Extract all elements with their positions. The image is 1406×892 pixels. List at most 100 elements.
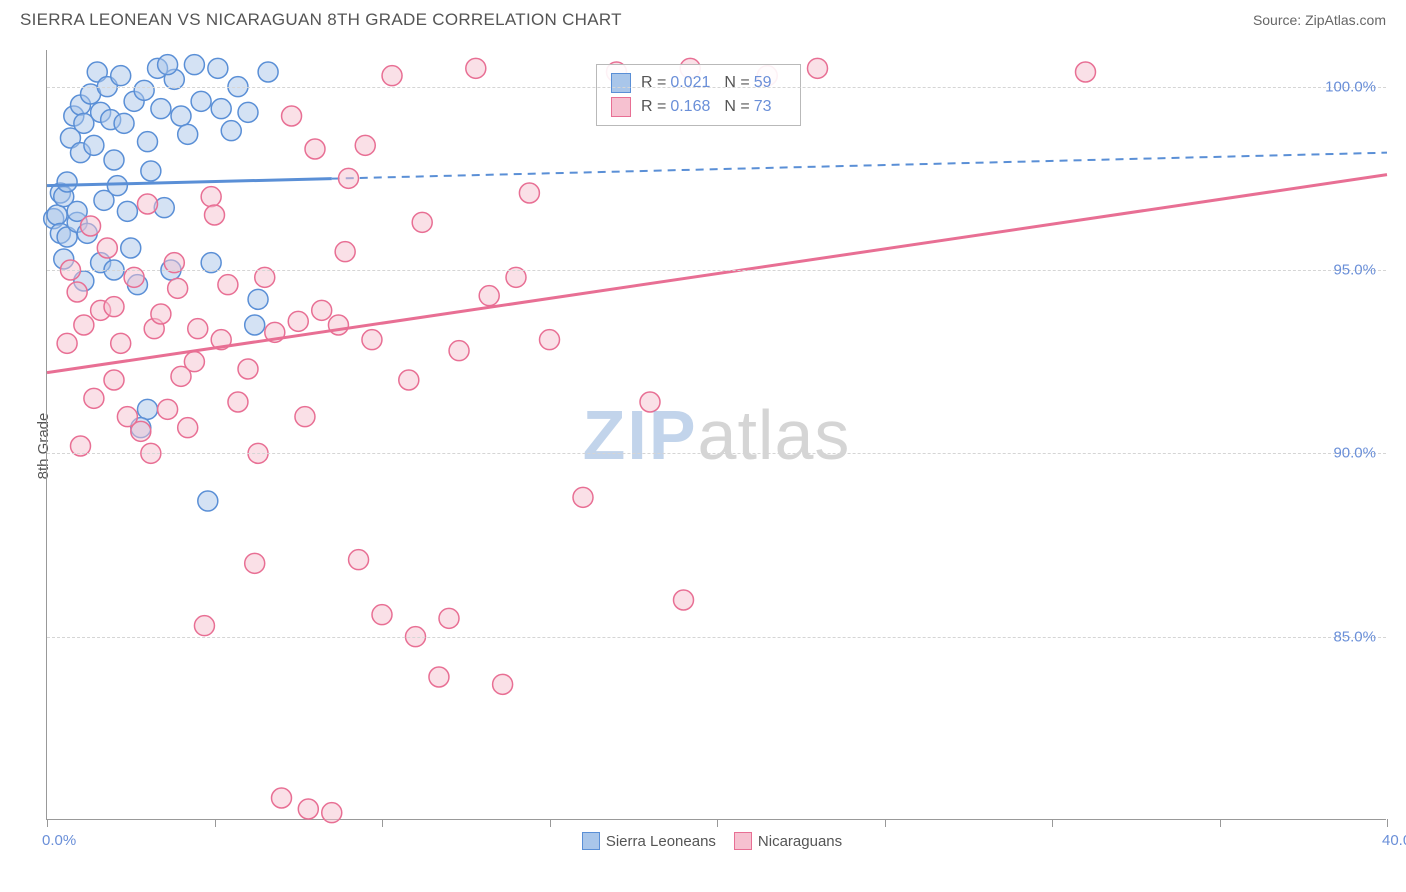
legend-swatch-icon — [611, 73, 631, 93]
scatter-point — [218, 275, 238, 295]
chart-title: SIERRA LEONEAN VS NICARAGUAN 8TH GRADE C… — [20, 10, 622, 30]
r-label: R = — [641, 74, 666, 92]
x-tick — [717, 819, 718, 827]
scatter-point — [238, 359, 258, 379]
scatter-point — [282, 106, 302, 126]
scatter-point — [355, 135, 375, 155]
scatter-point — [188, 319, 208, 339]
scatter-point — [97, 238, 117, 258]
scatter-point — [211, 99, 231, 119]
stats-legend: R =0.021 N = 59 R =0.168 N = 73 — [596, 64, 801, 126]
plot-area: ZIPatlas R =0.021N =59R =0.168N =73 85.0… — [46, 50, 1386, 820]
x-tick — [1387, 819, 1388, 827]
grid-line — [47, 270, 1386, 271]
scatter-point — [248, 289, 268, 309]
x-tick — [215, 819, 216, 827]
r-value: 0.168 — [670, 98, 710, 116]
legend-label: Nicaraguans — [758, 833, 842, 850]
scatter-point — [67, 282, 87, 302]
y-tick-label: 85.0% — [1333, 628, 1376, 645]
scatter-point — [84, 388, 104, 408]
scatter-point — [198, 491, 218, 511]
scatter-point — [205, 205, 225, 225]
scatter-point — [57, 333, 77, 353]
scatter-point — [298, 799, 318, 819]
scatter-point — [245, 553, 265, 573]
n-label: N = — [724, 74, 749, 92]
scatter-point — [412, 212, 432, 232]
scatter-point — [111, 66, 131, 86]
scatter-point — [104, 370, 124, 390]
y-tick-label: 100.0% — [1325, 78, 1376, 95]
x-tick — [1052, 819, 1053, 827]
scatter-point — [171, 106, 191, 126]
scatter-point — [238, 102, 258, 122]
scatter-point — [439, 608, 459, 628]
scatter-point — [640, 392, 660, 412]
r-label: R = — [641, 98, 666, 116]
scatter-point — [479, 286, 499, 306]
scatter-point — [107, 176, 127, 196]
scatter-point — [131, 421, 151, 441]
r-value: 0.021 — [670, 74, 710, 92]
scatter-point — [47, 205, 67, 225]
scatter-point — [335, 242, 355, 262]
scatter-point — [84, 135, 104, 155]
x-tick — [382, 819, 383, 827]
scatter-point — [288, 311, 308, 331]
scatter-point — [540, 330, 560, 350]
scatter-point — [184, 352, 204, 372]
scatter-point — [111, 333, 131, 353]
scatter-point — [312, 300, 332, 320]
x-tick — [1220, 819, 1221, 827]
scatter-point — [138, 399, 158, 419]
stats-row: R =0.168 N = 73 — [611, 95, 786, 119]
scatter-point — [57, 172, 77, 192]
trend-line — [47, 179, 332, 186]
scatter-point — [399, 370, 419, 390]
scatter-point — [138, 194, 158, 214]
scatter-point — [151, 304, 171, 324]
legend-swatch-icon — [611, 97, 631, 117]
scatter-point — [194, 616, 214, 636]
scatter-point — [449, 341, 469, 361]
legend-label: Sierra Leoneans — [606, 833, 716, 850]
x-tick — [47, 819, 48, 827]
scatter-point — [322, 803, 342, 823]
grid-line — [47, 87, 1386, 88]
scatter-point — [178, 124, 198, 144]
scatter-point — [372, 605, 392, 625]
trend-line — [47, 175, 1387, 373]
scatter-point — [121, 238, 141, 258]
scatter-point — [1076, 62, 1096, 82]
n-value: 59 — [754, 74, 772, 92]
scatter-point — [258, 62, 278, 82]
scatter-point — [114, 113, 134, 133]
scatter-point — [104, 150, 124, 170]
x-tick — [550, 819, 551, 827]
bottom-legend: Sierra Leoneans Nicaraguans — [0, 832, 1406, 850]
y-tick-label: 95.0% — [1333, 262, 1376, 279]
scatter-point — [519, 183, 539, 203]
scatter-point — [362, 330, 382, 350]
n-label: N = — [724, 98, 749, 116]
scatter-point — [208, 58, 228, 78]
legend-swatch-icon — [582, 832, 600, 850]
scatter-point — [151, 99, 171, 119]
stats-row: R =0.021 N = 59 — [611, 71, 786, 95]
n-value: 73 — [754, 98, 772, 116]
scatter-point — [74, 315, 94, 335]
scatter-point — [382, 66, 402, 86]
scatter-point — [138, 132, 158, 152]
scatter-point — [245, 315, 265, 335]
legend-swatch-icon — [734, 832, 752, 850]
scatter-point — [674, 590, 694, 610]
chart-header: SIERRA LEONEAN VS NICARAGUAN 8TH GRADE C… — [0, 0, 1406, 36]
scatter-point — [295, 407, 315, 427]
scatter-point — [429, 667, 449, 687]
source-label: Source: ZipAtlas.com — [1253, 12, 1386, 28]
scatter-point — [158, 55, 178, 75]
trend-line-dashed — [332, 153, 1387, 179]
scatter-point — [141, 161, 161, 181]
scatter-point — [134, 80, 154, 100]
